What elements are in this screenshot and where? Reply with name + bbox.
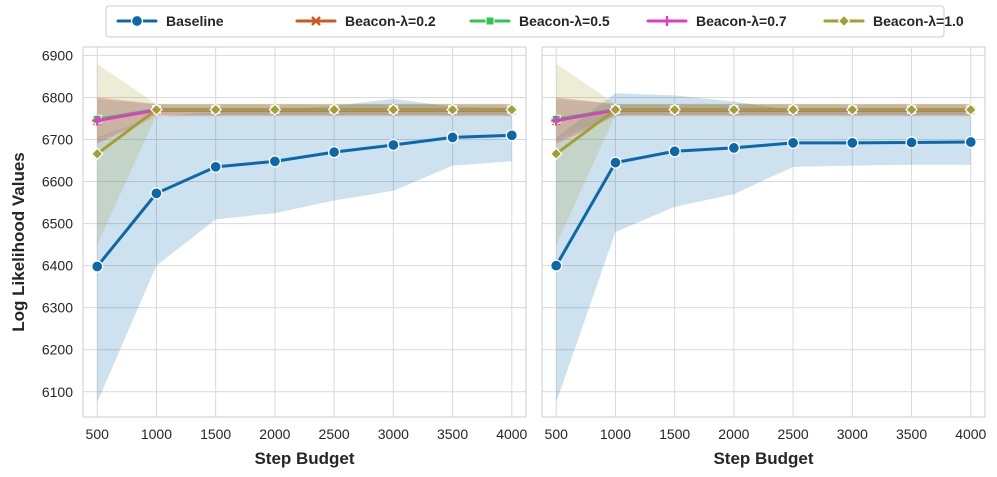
panels: 500 1000 1500 2000 2500 3000 3500 4000 6100 6200 6… xyxy=(42,46,987,468)
x-tick-label: 1000 xyxy=(141,426,172,442)
panel-2-frame xyxy=(541,46,986,418)
point-beacon-lambda-1-0 xyxy=(549,147,563,161)
legend-item-baseline: Baseline xyxy=(116,13,224,29)
point-beacon-lambda-1-0 xyxy=(150,103,163,116)
legend-label: Beacon-λ=0.7 xyxy=(696,13,787,29)
band-baseline xyxy=(97,98,512,403)
x-tick-label: 3500 xyxy=(437,426,468,442)
point-beacon-lambda-1-0 xyxy=(386,103,400,116)
line-beacon-lambda-1-0 xyxy=(95,108,514,156)
panel-1-frame xyxy=(82,46,527,418)
point-baseline xyxy=(964,135,977,149)
point-baseline xyxy=(668,145,681,158)
point-beacon-lambda-1-0 xyxy=(727,103,741,116)
point-beacon-lambda-1-0 xyxy=(964,103,978,116)
point-baseline xyxy=(609,156,622,169)
point-beacon-lambda-1-0 xyxy=(905,103,918,116)
legend-marker xyxy=(485,16,495,26)
x-tick-label: 2500 xyxy=(778,426,809,442)
legend-label: Beacon-λ=0.5 xyxy=(519,13,610,29)
point-beacon-lambda-1-0 xyxy=(845,103,859,116)
y-tick-label: 6800 xyxy=(42,89,73,105)
y-tick-label: 6200 xyxy=(42,342,73,358)
x-tick-label: 3500 xyxy=(896,426,927,442)
point-baseline xyxy=(268,155,282,168)
legend: Baseline Beacon-λ=0.2 Beacon-λ=0.5 Beacon-λ… xyxy=(105,5,964,38)
x-axis-label: Step Budget xyxy=(713,449,813,468)
line-baseline xyxy=(95,133,514,268)
legend-marker xyxy=(662,16,672,26)
x-tick-label: 500 xyxy=(86,426,110,442)
x-tick-label: 2500 xyxy=(319,426,350,442)
point-beacon-lambda-1-0 xyxy=(268,103,282,116)
point-beacon-lambda-1-0 xyxy=(327,103,341,116)
point-baseline xyxy=(387,138,400,152)
point-baseline xyxy=(786,136,800,150)
x-tick-label: 3000 xyxy=(378,426,409,442)
x-tick-label: 1500 xyxy=(200,426,231,442)
point-baseline xyxy=(327,145,341,159)
legend-label: Beacon-λ=1.0 xyxy=(873,13,964,29)
y-tick-label: 6600 xyxy=(42,174,73,190)
line-beacon-lambda-1-0 xyxy=(554,108,973,156)
x-tick-label: 1500 xyxy=(659,426,690,442)
x-tick-label: 500 xyxy=(545,426,569,442)
x-axis-label: Step Budget xyxy=(254,449,354,468)
legend-marker xyxy=(130,14,144,28)
point-baseline xyxy=(550,259,563,272)
line-baseline xyxy=(554,140,973,268)
point-beacon-lambda-1-0 xyxy=(668,103,682,116)
point-beacon-lambda-0-7 xyxy=(92,115,103,126)
x-tick-label: 2000 xyxy=(718,426,749,442)
point-baseline xyxy=(91,260,104,273)
point-beacon-lambda-1-0 xyxy=(786,103,800,116)
y-tick-label: 6500 xyxy=(42,216,73,232)
panel-2: 500 1000 1500 2000 2500 3000 3500 4000 Step Budg… xyxy=(541,46,987,468)
point-beacon-lambda-0-7 xyxy=(551,115,562,126)
legend-label: Baseline xyxy=(166,13,224,29)
point-baseline xyxy=(846,136,859,150)
point-baseline xyxy=(150,187,163,200)
series-baseline xyxy=(550,135,977,272)
legend-item-beacon-lambda-0-2: Beacon-λ=0.2 xyxy=(295,13,436,29)
x-tick-label: 3000 xyxy=(837,426,868,442)
point-beacon-lambda-1-0 xyxy=(505,103,519,116)
y-tick-label: 6100 xyxy=(42,384,73,400)
x-tick-label: 2000 xyxy=(259,426,290,442)
series-beacon-lambda-1-0 xyxy=(549,103,978,161)
y-axis-label: Log Likelihood Values xyxy=(9,152,28,331)
series-beacon-lambda-1-0 xyxy=(90,103,519,161)
series-baseline xyxy=(91,129,518,273)
point-beacon-lambda-1-0 xyxy=(609,103,622,116)
point-baseline xyxy=(727,141,741,155)
x-tick-label: 4000 xyxy=(955,426,986,442)
legend-item-beacon-lambda-0-7: Beacon-λ=0.7 xyxy=(646,13,787,29)
x-tick-label: 4000 xyxy=(496,426,527,442)
x-tick-label: 1000 xyxy=(600,426,631,442)
point-beacon-lambda-1-0 xyxy=(209,103,223,116)
legend-item-beacon-lambda-1-0: Beacon-λ=1.0 xyxy=(823,13,964,29)
y-tick-label: 6400 xyxy=(42,258,73,274)
legend-item-beacon-lambda-0-5: Beacon-λ=0.5 xyxy=(469,13,610,29)
point-baseline xyxy=(905,136,918,149)
y-tick-label: 6700 xyxy=(42,132,73,148)
panel-1: 500 1000 1500 2000 2500 3000 3500 4000 6100 6200 6… xyxy=(42,46,528,468)
point-baseline xyxy=(505,129,518,142)
y-tick-label: 6300 xyxy=(42,300,73,316)
legend-marker xyxy=(837,14,851,28)
legend-label: Beacon-λ=0.2 xyxy=(345,13,436,29)
band-baseline xyxy=(556,93,971,403)
point-beacon-lambda-1-0 xyxy=(446,103,459,116)
legend-frame xyxy=(105,5,945,38)
point-baseline xyxy=(446,131,459,144)
legend-marker xyxy=(311,16,321,26)
point-baseline xyxy=(209,160,222,173)
y-tick-label: 6900 xyxy=(42,47,73,63)
point-beacon-lambda-1-0 xyxy=(90,147,104,161)
